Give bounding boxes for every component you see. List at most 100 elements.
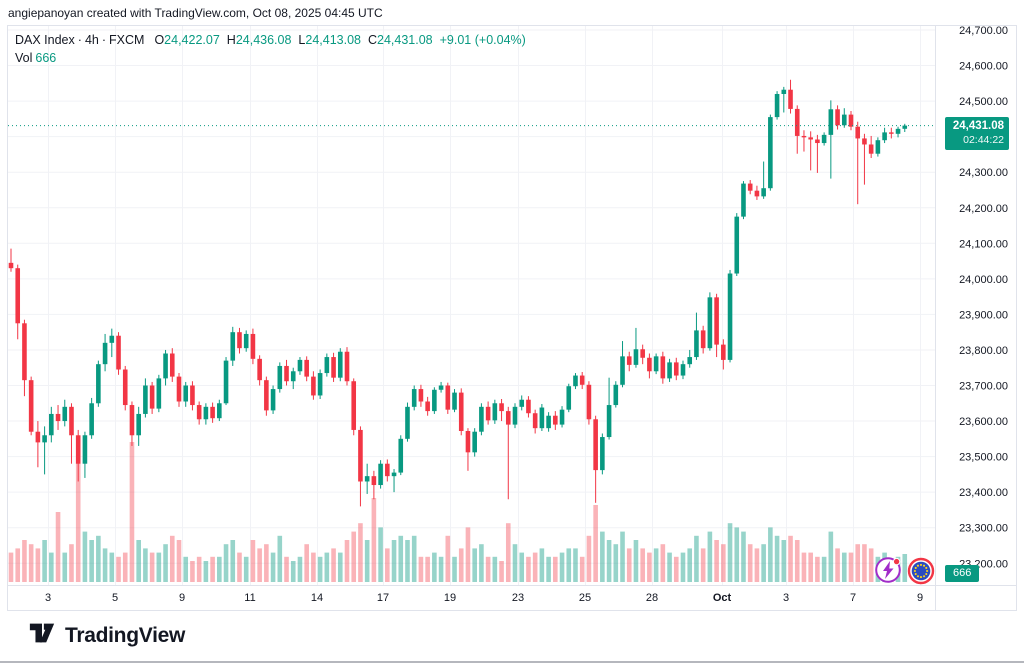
candle-body: [586, 384, 592, 420]
candle-body: [129, 405, 135, 436]
candle-body: [223, 360, 229, 404]
volume-bar: [727, 523, 733, 582]
volume-bar: [196, 556, 202, 582]
candle-body: [841, 114, 847, 126]
volume-bar: [364, 540, 370, 582]
volume-bar: [143, 548, 148, 582]
price-tick-label: 24,600.00: [959, 61, 1008, 73]
volume-bar: [22, 540, 27, 582]
volume-bar: [385, 548, 390, 582]
legend-volume-row: Vol 666: [15, 50, 529, 66]
candle-body: [673, 362, 679, 376]
candle-body: [559, 409, 565, 425]
volume-bar: [210, 556, 215, 582]
candle-body: [747, 183, 753, 191]
volume-bar: [499, 561, 504, 582]
volume-bar: [183, 556, 189, 582]
candle-body: [116, 335, 121, 370]
candle-body: [546, 415, 551, 429]
candle-body: [653, 356, 659, 372]
candle-body: [835, 109, 840, 126]
candle-body: [620, 356, 625, 385]
candle-body: [411, 389, 417, 407]
volume-bar: [122, 552, 128, 582]
low-value: 24,413.08: [305, 33, 361, 47]
candle-body: [505, 411, 511, 425]
price-tick-label: 23,800.00: [959, 345, 1008, 357]
volume-bar: [358, 523, 363, 582]
volume-bar: [841, 552, 847, 582]
candle-body: [761, 188, 766, 197]
flash-icon[interactable]: [874, 556, 902, 584]
candle-body: [848, 114, 854, 127]
candle-body: [28, 380, 34, 432]
volume-bar: [311, 552, 316, 582]
candle-body: [304, 359, 309, 377]
eu-flag-icon[interactable]: [907, 557, 935, 585]
price-tick-label: 24,500.00: [959, 96, 1008, 108]
candle-body: [465, 431, 471, 453]
time-tick-label: 28: [646, 592, 658, 604]
volume-bar: [156, 552, 162, 582]
candle-body: [828, 109, 834, 135]
candle-body: [69, 406, 74, 436]
candle-body: [122, 369, 128, 406]
volume-bar: [680, 552, 686, 582]
volume-bar: [223, 544, 229, 582]
volume-bar: [163, 544, 168, 582]
candle-body: [660, 356, 666, 379]
time-tick-label: 25: [579, 592, 591, 604]
candle-body: [721, 344, 726, 360]
volume-bar: [257, 548, 262, 582]
bottom-divider: [0, 661, 1024, 663]
volume-bar: [815, 556, 820, 582]
candle-body: [727, 273, 733, 360]
candle-body: [371, 476, 377, 486]
volume-bar: [667, 552, 672, 582]
volume-bar: [573, 548, 578, 582]
candle-body: [647, 357, 652, 372]
volume-bar: [653, 548, 659, 582]
candle-body: [190, 385, 195, 406]
candle-body: [385, 463, 390, 477]
time-tick-label: 11: [244, 592, 255, 604]
candle-body: [458, 392, 464, 431]
candle-body: [539, 407, 545, 429]
candle-body: [485, 406, 491, 421]
time-tick-label: 23: [512, 592, 524, 604]
change-value: +9.01 (+0.04%): [439, 33, 526, 47]
time-tick-label: Oct: [713, 592, 732, 604]
candle-body: [687, 357, 693, 365]
volume-bar: [485, 556, 491, 582]
volume-bar: [35, 548, 41, 582]
candle-body: [452, 392, 457, 410]
candle-body: [680, 364, 686, 376]
candle-body: [8, 262, 14, 269]
volume-bar: [761, 544, 766, 582]
volume-bar: [747, 544, 753, 582]
volume-bar: [190, 561, 195, 582]
volume-bar: [774, 535, 780, 582]
volume-bar: [136, 540, 141, 582]
candle-body: [781, 89, 787, 94]
candle-body: [438, 385, 444, 390]
volume-bar: [868, 548, 874, 582]
tradingview-logo[interactable]: TradingView: [28, 621, 185, 650]
volume-bar: [297, 556, 303, 582]
candle-body: [82, 435, 88, 464]
volume-bar: [8, 552, 14, 582]
volume-bar: [593, 505, 598, 582]
volume-bar: [768, 527, 773, 582]
volume-bar: [230, 540, 236, 582]
candle-body: [801, 135, 807, 138]
volume-bar: [640, 548, 645, 582]
candle-body: [532, 413, 538, 429]
candle-body: [667, 362, 672, 379]
volume-bar: [89, 540, 94, 582]
volume-bar: [835, 548, 840, 582]
candle-body: [573, 375, 578, 387]
time-tick-label: 14: [311, 592, 323, 604]
candle-body: [472, 431, 477, 453]
volume-bar: [821, 556, 827, 582]
